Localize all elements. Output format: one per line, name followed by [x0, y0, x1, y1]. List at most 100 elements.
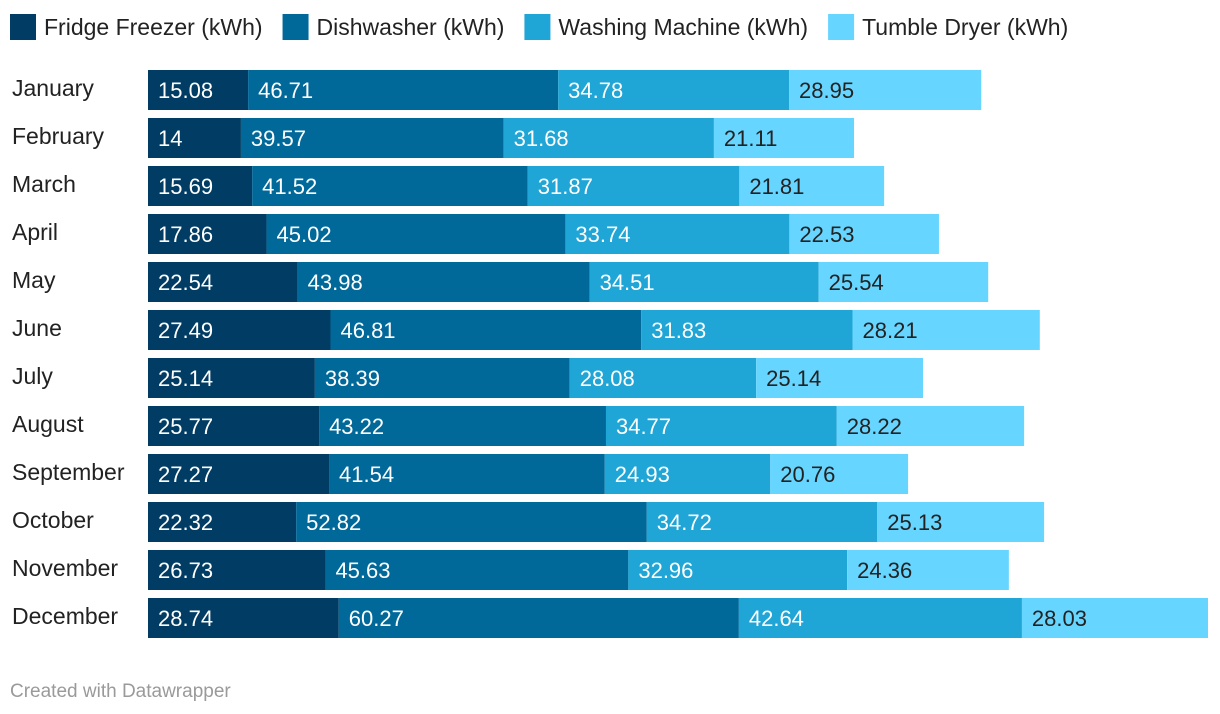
bar-row-january: January 15.08 46.71 34.78 28.95 — [12, 70, 982, 110]
value-label-fridge-freezer: 25.14 — [158, 366, 213, 391]
bar-segment-fridge-freezer — [148, 454, 330, 494]
value-label-tumble-dryer: 25.13 — [887, 510, 942, 535]
bar-segment-fridge-freezer — [148, 310, 331, 350]
bar-segment-dishwasher — [266, 214, 566, 254]
value-label-fridge-freezer: 27.27 — [158, 462, 213, 487]
value-label-dishwasher: 46.71 — [258, 78, 313, 103]
bar-segment-tumble-dryer — [739, 166, 885, 206]
value-label-fridge-freezer: 25.77 — [158, 414, 213, 439]
value-label-fridge-freezer: 15.08 — [158, 78, 213, 103]
category-label: August — [12, 411, 84, 437]
bar-segment-dishwasher — [330, 310, 642, 350]
bar-row-august: August 25.77 43.22 34.77 28.22 — [12, 406, 1025, 446]
value-label-fridge-freezer: 28.74 — [158, 606, 213, 631]
value-label-dishwasher: 52.82 — [306, 510, 361, 535]
bar-segment-tumble-dryer — [836, 406, 1025, 446]
value-label-washing-machine: 33.74 — [575, 222, 630, 247]
value-label-dishwasher: 46.81 — [340, 318, 395, 343]
legend-swatch-washing-machine — [524, 14, 551, 40]
value-label-tumble-dryer: 20.76 — [780, 462, 835, 487]
category-label: July — [12, 363, 53, 389]
bar-segment-washing-machine — [641, 310, 853, 350]
value-label-dishwasher: 43.98 — [308, 270, 363, 295]
value-label-washing-machine: 28.08 — [580, 366, 635, 391]
value-label-tumble-dryer: 21.11 — [724, 126, 777, 151]
category-label: February — [12, 123, 105, 149]
legend-label-tumble-dryer: Tumble Dryer (kWh) — [862, 14, 1068, 40]
value-label-fridge-freezer: 15.69 — [158, 174, 213, 199]
bar-segment-fridge-freezer — [148, 118, 241, 158]
value-label-dishwasher: 60.27 — [349, 606, 404, 631]
value-label-tumble-dryer: 28.03 — [1032, 606, 1087, 631]
bar-segment-fridge-freezer — [148, 70, 249, 110]
bar-segment-dishwasher — [248, 70, 559, 110]
bar-segment-fridge-freezer — [148, 358, 315, 398]
credit-text: Created with Datawrapper — [10, 681, 231, 702]
bar-segment-dishwasher — [338, 598, 739, 638]
bar-segment-washing-machine — [558, 70, 790, 110]
category-label: June — [12, 315, 62, 341]
value-label-tumble-dryer: 24.36 — [857, 558, 912, 583]
bar-row-october: October 22.32 52.82 34.72 25.13 — [12, 502, 1045, 542]
value-label-dishwasher: 41.52 — [262, 174, 317, 199]
bar-row-may: May 22.54 43.98 34.51 25.54 — [12, 262, 989, 302]
bar-segment-fridge-freezer — [148, 598, 339, 638]
bar-segment-washing-machine — [738, 598, 1022, 638]
legend-item-tumble-dryer: Tumble Dryer (kWh) — [828, 14, 1068, 40]
bar-segment-washing-machine — [503, 118, 714, 158]
bar-segment-dishwasher — [240, 118, 504, 158]
bar-segment-dishwasher — [297, 262, 590, 302]
chart-rows: January 15.08 46.71 34.78 28.95 February 14 39.… — [12, 70, 1208, 638]
bar-row-april: April 17.86 45.02 33.74 22.53 — [12, 214, 939, 254]
legend-swatch-fridge-freezer — [10, 14, 36, 40]
bar-segment-fridge-freezer — [148, 502, 297, 542]
value-label-tumble-dryer: 22.53 — [799, 222, 854, 247]
legend-label-dishwasher: Dishwasher (kWh) — [317, 14, 505, 40]
bar-row-march: March 15.69 41.52 31.87 21.81 — [12, 166, 885, 206]
value-label-fridge-freezer: 22.54 — [158, 270, 213, 295]
bar-segment-tumble-dryer — [789, 70, 982, 110]
bar-segment-dishwasher — [329, 454, 605, 494]
category-label: October — [12, 507, 94, 533]
value-label-washing-machine: 34.78 — [568, 78, 623, 103]
value-label-dishwasher: 41.54 — [339, 462, 394, 487]
category-label: November — [12, 555, 118, 581]
bar-segment-tumble-dryer — [756, 358, 924, 398]
bar-row-november: November 26.73 45.63 32.96 24.36 — [12, 550, 1009, 590]
bar-segment-dishwasher — [314, 358, 570, 398]
category-label: May — [12, 267, 56, 293]
bar-segment-dishwasher — [319, 406, 606, 446]
bar-segment-dishwasher — [325, 550, 629, 590]
legend-label-fridge-freezer: Fridge Freezer (kWh) — [44, 14, 263, 40]
bar-segment-tumble-dryer — [770, 454, 909, 494]
legend-swatch-tumble-dryer — [828, 14, 855, 40]
value-label-tumble-dryer: 28.95 — [799, 78, 854, 103]
bar-segment-fridge-freezer — [148, 214, 267, 254]
value-label-tumble-dryer: 25.14 — [766, 366, 821, 391]
bar-row-july: July 25.14 38.39 28.08 25.14 — [12, 358, 924, 398]
bar-segment-tumble-dryer — [818, 262, 989, 302]
value-label-dishwasher: 45.02 — [277, 222, 332, 247]
value-label-tumble-dryer: 28.22 — [847, 414, 902, 439]
value-label-washing-machine: 31.87 — [538, 174, 593, 199]
legend-item-dishwasher: Dishwasher (kWh) — [282, 14, 505, 40]
legend-label-washing-machine: Washing Machine (kWh) — [558, 14, 808, 40]
value-label-washing-machine: 34.72 — [657, 510, 712, 535]
bar-row-february: February 14 39.57 31.68 21.11 — [12, 118, 855, 158]
value-label-fridge-freezer: 26.73 — [158, 558, 213, 583]
value-label-washing-machine: 42.64 — [749, 606, 804, 631]
value-label-fridge-freezer: 27.49 — [158, 318, 213, 343]
value-label-fridge-freezer: 22.32 — [158, 510, 213, 535]
category-label: January — [12, 75, 94, 101]
bar-segment-washing-machine — [628, 550, 848, 590]
value-label-tumble-dryer: 28.21 — [863, 318, 918, 343]
value-label-washing-machine: 34.51 — [600, 270, 655, 295]
value-label-dishwasher: 39.57 — [251, 126, 306, 151]
value-label-washing-machine: 34.77 — [616, 414, 671, 439]
bar-segment-washing-machine — [605, 406, 837, 446]
value-label-dishwasher: 38.39 — [325, 366, 380, 391]
bar-segment-washing-machine — [565, 214, 790, 254]
category-label: March — [12, 171, 76, 197]
